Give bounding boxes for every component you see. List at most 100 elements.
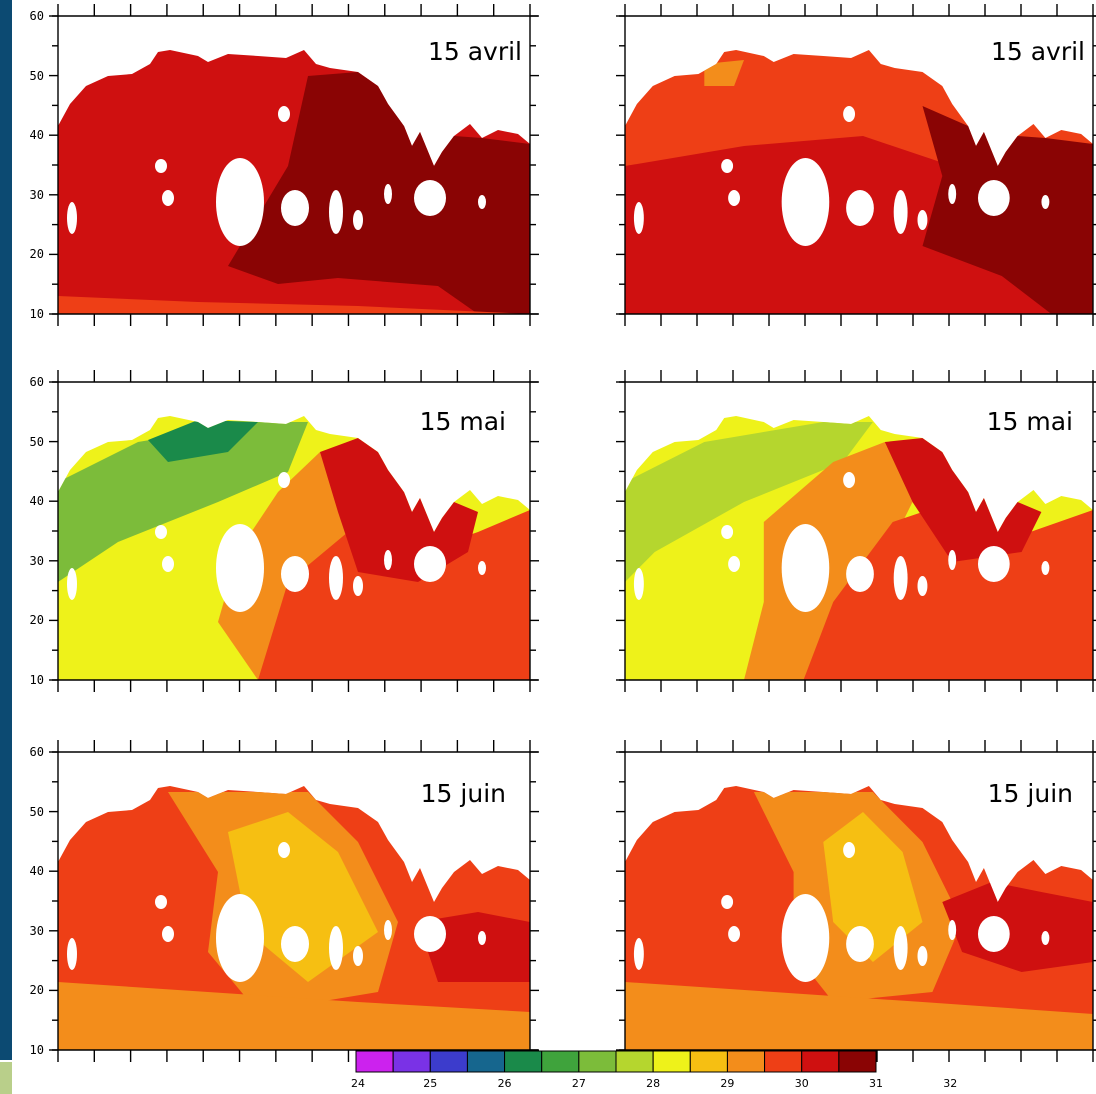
island-landmass bbox=[633, 568, 644, 600]
island-landmass bbox=[414, 546, 446, 582]
y-tick-label: 10 bbox=[29, 673, 44, 687]
temperature-region bbox=[148, 420, 258, 462]
colorbar-swatch bbox=[466, 1050, 506, 1073]
colorbar-label: 30 bbox=[794, 1077, 809, 1090]
island-landmass bbox=[1041, 195, 1050, 209]
island-landmass bbox=[843, 472, 856, 488]
island-landmass bbox=[162, 926, 174, 942]
map-panel-april-1: 15 avril 60 50 40 30 20 10 bbox=[12, 4, 539, 326]
island-landmass bbox=[353, 210, 363, 230]
temperature-region bbox=[228, 72, 530, 314]
island-landmass bbox=[216, 158, 264, 246]
map-panel-april-2: 15 avril bbox=[580, 4, 1096, 326]
island-landmass bbox=[329, 556, 343, 600]
colorbar-swatch bbox=[504, 1050, 543, 1073]
island-landmass bbox=[721, 525, 734, 539]
island-landmass bbox=[633, 938, 644, 970]
colorbar-label: 32 bbox=[943, 1077, 958, 1090]
colorbar-swatch bbox=[429, 1050, 468, 1073]
island-landmass bbox=[414, 916, 446, 952]
colorbar-swatch bbox=[355, 1050, 394, 1073]
colorbar-swatch bbox=[615, 1050, 654, 1073]
island-landmass bbox=[155, 895, 167, 909]
map-panel-june-2: 15 juin bbox=[580, 740, 1096, 1062]
temperature-region bbox=[704, 60, 744, 86]
y-tick-label: 50 bbox=[29, 68, 44, 83]
island-landmass bbox=[67, 202, 77, 234]
island-landmass bbox=[329, 190, 343, 234]
temperature-region bbox=[922, 106, 1093, 314]
temperature-map bbox=[616, 370, 1096, 692]
island-landmass bbox=[155, 159, 167, 173]
temperature-map bbox=[49, 370, 539, 692]
temperature-region bbox=[58, 296, 530, 314]
island-landmass bbox=[155, 525, 167, 539]
island-landmass bbox=[633, 202, 644, 234]
y-tick-label: 60 bbox=[29, 375, 44, 389]
island-landmass bbox=[948, 550, 957, 570]
island-landmass bbox=[278, 472, 290, 488]
panel-date-label: 15 mai bbox=[416, 408, 509, 436]
island-landmass bbox=[278, 106, 290, 122]
colorbar-swatch bbox=[689, 1050, 728, 1073]
island-landmass bbox=[977, 546, 1010, 582]
colorbar-label: 27 bbox=[571, 1077, 586, 1090]
colorbar-swatch bbox=[578, 1050, 617, 1073]
island-landmass bbox=[781, 524, 830, 612]
island-landmass bbox=[893, 926, 908, 970]
temperature-region bbox=[884, 438, 1042, 562]
island-landmass bbox=[278, 842, 290, 858]
island-landmass bbox=[478, 931, 486, 945]
island-landmass bbox=[977, 916, 1010, 952]
panel-date-label: 15 avril bbox=[424, 38, 525, 66]
temperature-region bbox=[58, 422, 308, 582]
panel-date-label: 15 juin bbox=[984, 780, 1076, 808]
island-landmass bbox=[384, 184, 392, 204]
map-panel-may-2: 15 mai bbox=[580, 370, 1096, 692]
island-landmass bbox=[216, 894, 264, 982]
left-edge-tab bbox=[0, 1062, 12, 1094]
island-landmass bbox=[917, 576, 928, 596]
island-landmass bbox=[1041, 561, 1050, 575]
y-tick-label: 60 bbox=[29, 745, 44, 759]
sea-field bbox=[58, 416, 530, 680]
island-landmass bbox=[384, 550, 392, 570]
colorbar-swatch bbox=[801, 1050, 840, 1073]
island-landmass bbox=[728, 190, 741, 206]
panel-date-label: 15 mai bbox=[983, 408, 1076, 436]
y-tick-label: 40 bbox=[29, 494, 44, 509]
island-landmass bbox=[728, 556, 741, 572]
y-tick-label: 10 bbox=[29, 307, 44, 321]
island-landmass bbox=[281, 926, 309, 962]
temperature-region bbox=[418, 912, 530, 982]
temperature-region bbox=[58, 982, 530, 1050]
island-landmass bbox=[384, 920, 392, 940]
y-tick-label: 30 bbox=[29, 923, 44, 938]
y-tick-label: 20 bbox=[29, 983, 44, 998]
y-tick-label: 10 bbox=[29, 1043, 44, 1057]
colorbar-label: 31 bbox=[869, 1077, 883, 1090]
island-landmass bbox=[843, 106, 856, 122]
island-landmass bbox=[67, 938, 77, 970]
y-tick-label: 50 bbox=[29, 434, 44, 449]
temperature-region bbox=[942, 882, 1093, 972]
left-edge-strip bbox=[0, 0, 12, 1060]
island-landmass bbox=[1041, 931, 1050, 945]
map-panel-may-1: 15 mai 60 50 40 30 20 10 bbox=[12, 370, 539, 692]
island-landmass bbox=[893, 556, 908, 600]
y-tick-label: 20 bbox=[29, 613, 44, 628]
island-landmass bbox=[893, 190, 908, 234]
island-landmass bbox=[846, 926, 874, 962]
colorbar-label: 28 bbox=[646, 1077, 661, 1090]
island-landmass bbox=[329, 926, 343, 970]
colorbar-label: 24 bbox=[351, 1077, 365, 1090]
island-landmass bbox=[353, 946, 363, 966]
temperature-map bbox=[616, 740, 1096, 1062]
island-landmass bbox=[721, 159, 734, 173]
y-tick-label: 40 bbox=[29, 864, 44, 879]
colorbar-label: 26 bbox=[497, 1077, 512, 1090]
colorbar-label: 25 bbox=[423, 1077, 438, 1090]
y-tick-label: 50 bbox=[29, 804, 44, 819]
island-landmass bbox=[478, 195, 486, 209]
island-landmass bbox=[281, 190, 309, 226]
